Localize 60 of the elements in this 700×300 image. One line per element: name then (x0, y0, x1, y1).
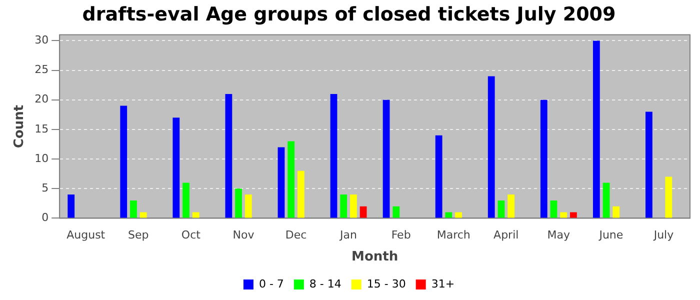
bar (350, 194, 357, 218)
x-tick-label: Jan (339, 228, 358, 242)
bar (612, 206, 620, 218)
bar (488, 76, 495, 218)
bar (382, 100, 390, 218)
legend-label: 15 - 30 (366, 277, 406, 290)
bar (244, 194, 252, 218)
bar (602, 182, 610, 218)
legend-label: 0 - 7 (258, 277, 284, 290)
bar (498, 200, 505, 218)
y-tick-label: 20 (34, 92, 49, 106)
x-tick-label: May (547, 228, 571, 242)
x-tick-label: July (652, 228, 674, 242)
bar (192, 212, 200, 218)
y-tick-label: 15 (34, 122, 49, 136)
bar (455, 212, 462, 218)
x-tick-label: Dec (285, 228, 307, 242)
y-tick-label: 30 (34, 34, 49, 47)
bar (435, 135, 442, 218)
bar (278, 147, 285, 218)
chart-title: drafts-eval Age groups of closed tickets July 2009 (82, 3, 616, 26)
bar (130, 200, 137, 218)
bar (182, 182, 190, 218)
bar (540, 100, 548, 218)
bar (330, 94, 338, 218)
bar (508, 194, 515, 218)
bar (570, 212, 577, 218)
y-tick-label: 25 (34, 63, 49, 76)
bar (140, 212, 147, 218)
bar (560, 212, 568, 218)
x-tick-label: Nov (232, 228, 255, 242)
bar (592, 40, 600, 218)
bar (445, 212, 452, 218)
bar (360, 206, 367, 218)
bar (120, 106, 128, 218)
bar (297, 170, 304, 218)
y-tick-label: 10 (34, 152, 49, 165)
legend-label: 8 - 14 (309, 277, 342, 290)
bar (665, 176, 672, 218)
bar (340, 194, 348, 218)
x-tick-label: April (494, 228, 519, 242)
bar (646, 112, 652, 218)
x-axis-title: Month (352, 250, 398, 265)
bar (172, 118, 180, 218)
bar (225, 94, 232, 218)
x-tick-label: Sep (128, 228, 149, 242)
x-tick-label: August (66, 228, 106, 242)
y-tick-label: 0 (42, 211, 49, 224)
y-axis-title: Count (12, 104, 28, 148)
x-tick-label: June (598, 228, 624, 242)
x-tick-label: Feb (391, 228, 411, 242)
x-tick-label: Oct (181, 228, 202, 242)
legend-label: 31+ (431, 277, 455, 290)
x-tick-label: March (436, 228, 470, 242)
bar (392, 206, 400, 218)
bar (288, 141, 295, 218)
bar (235, 188, 242, 218)
y-tick-label: 5 (42, 181, 49, 194)
bar (550, 200, 558, 218)
bar (68, 194, 75, 218)
